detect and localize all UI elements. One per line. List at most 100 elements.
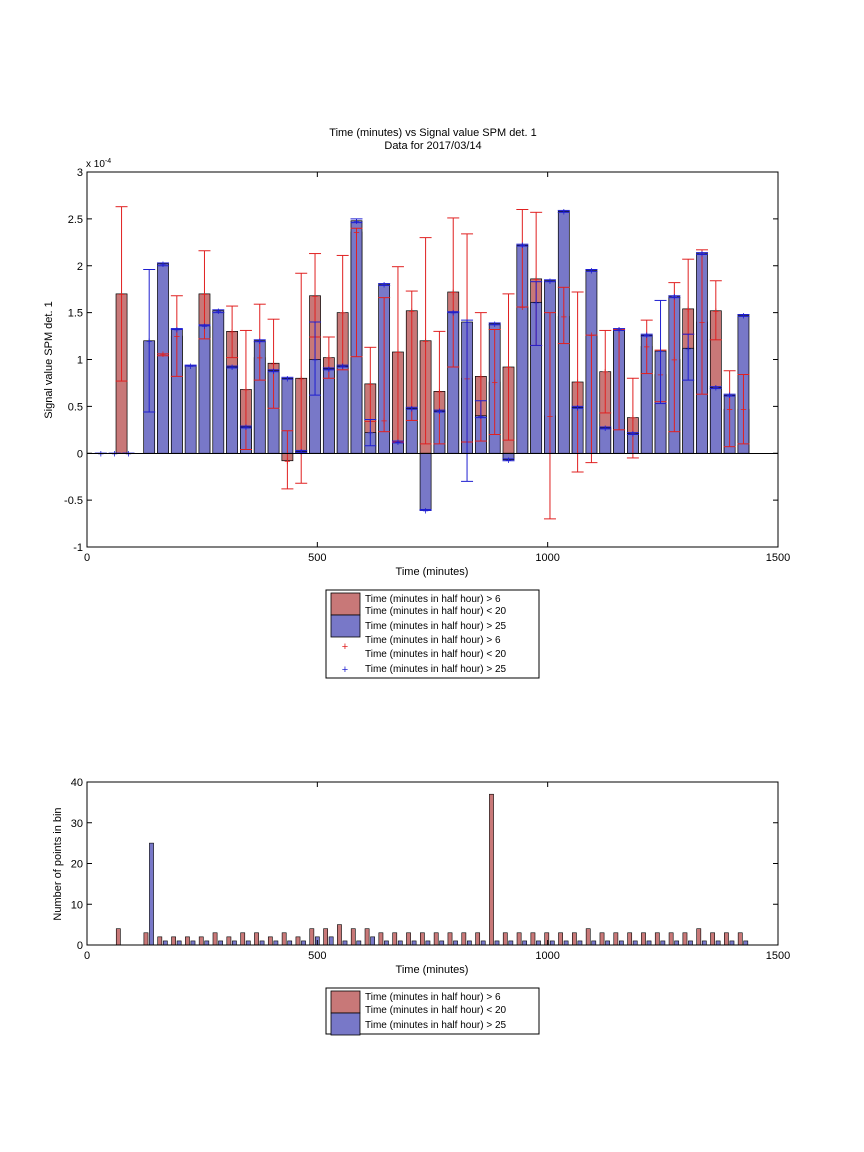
signal-bar-blue	[198, 325, 211, 454]
count-bar-red	[419, 932, 425, 946]
count-bar-red	[447, 932, 453, 946]
count-bar-blue	[715, 940, 721, 946]
error-bar-blue: +	[295, 446, 308, 458]
svg-text:+: +	[491, 377, 497, 389]
count-bar-red	[406, 932, 411, 946]
svg-text:+: +	[740, 310, 746, 322]
count-bar-blue	[245, 940, 251, 946]
chart1-exponent-power: -4	[105, 158, 111, 165]
count-bar-blue	[397, 940, 403, 946]
svg-text:+: +	[257, 336, 263, 348]
chart2-legend-swatch-blue	[330, 1012, 361, 1036]
chart1-legend-label: Time (minutes in half hour) < 20	[365, 606, 507, 617]
count-bar-red	[323, 928, 328, 946]
count-bar-blue	[729, 940, 735, 946]
svg-text:+: +	[616, 325, 622, 337]
signal-bar-blue	[709, 387, 722, 454]
svg-text:+: +	[547, 276, 553, 288]
count-bar-blue	[453, 940, 458, 946]
error-bar-red: +	[668, 282, 681, 433]
svg-text:+: +	[561, 206, 567, 218]
count-bar-blue	[149, 842, 154, 946]
chart1-title: Time (minutes) vs Signal value SPM det. …	[329, 127, 536, 139]
error-bar-red: +	[322, 336, 335, 379]
count-bar-red	[516, 932, 522, 946]
count-bar-blue	[356, 940, 362, 946]
count-bar-red	[654, 932, 660, 946]
chart2-y-axis-label: Number of points in bin	[52, 807, 64, 920]
count-bar-blue	[549, 940, 555, 946]
error-bar-blue: +	[695, 249, 708, 261]
svg-text:+: +	[519, 240, 525, 252]
error-bar-blue: +	[585, 265, 598, 277]
error-bar-red: +	[447, 217, 460, 368]
svg-text:+: +	[671, 292, 677, 304]
chart2-legend-swatch-red	[330, 990, 361, 1014]
error-bar-blue: +	[668, 292, 681, 304]
chart0-y-tick-label: 3	[77, 167, 83, 179]
count-bar-blue	[342, 940, 348, 946]
count-bar-red	[254, 932, 259, 946]
chart0-x-tick-label: 500	[308, 552, 326, 564]
count-bar-blue	[425, 940, 431, 946]
count-bar-red	[281, 932, 287, 946]
svg-text:+: +	[174, 325, 180, 337]
svg-text:+: +	[519, 302, 525, 314]
error-bar-red: +	[336, 254, 349, 371]
count-bar-red	[240, 932, 246, 946]
error-bar-red: +	[157, 349, 170, 361]
count-bar-red	[267, 936, 273, 946]
chart2-legend-label: Time (minutes in half hour) < 20	[365, 1005, 507, 1016]
error-bar-blue: +	[322, 364, 335, 376]
error-bar-red: +	[198, 250, 211, 340]
chart1-legend-swatch-blue	[330, 614, 361, 638]
count-bar-blue	[190, 940, 196, 946]
count-bar-red	[710, 932, 715, 946]
count-bar-red	[185, 936, 190, 946]
count-bar-blue	[287, 940, 293, 946]
error-bar-blue: +	[516, 240, 529, 252]
chart1-x-tick-label: 1000	[535, 950, 559, 962]
error-bar-blue: +	[419, 505, 432, 517]
count-bar-blue	[218, 940, 223, 946]
count-bar-blue	[204, 940, 210, 946]
svg-text:+: +	[339, 361, 345, 373]
chart1-legend-label: Time (minutes in half hour) > 6	[365, 594, 501, 605]
error-bar-red: +	[585, 330, 598, 464]
svg-text:+: +	[547, 411, 553, 423]
svg-text:+: +	[243, 422, 249, 434]
svg-text:+: +	[353, 227, 359, 239]
count-bar-red	[157, 936, 163, 946]
error-bar-red: +	[350, 227, 363, 358]
error-bar-blue: +	[391, 437, 404, 449]
error-bar-blue: +	[336, 361, 349, 373]
count-bar-blue	[701, 940, 707, 946]
svg-text:+: +	[422, 336, 428, 348]
chart1-subtitle: Data for 2017/03/14	[384, 140, 481, 152]
count-bar-red	[212, 932, 218, 946]
svg-text:+: +	[533, 297, 539, 309]
signal-chart: Time (minutes) vs Signal value SPM det. …	[43, 127, 790, 679]
chart2-legend-label: Time (minutes in half hour) > 6	[365, 992, 501, 1003]
chart1-legend-marker-red: +	[342, 641, 348, 653]
svg-text:+: +	[450, 308, 456, 320]
chart0-y-tick-label: 0.5	[68, 401, 83, 413]
svg-text:+: +	[436, 406, 442, 418]
error-bar-blue: +	[170, 325, 183, 337]
count-bar-red	[696, 928, 702, 946]
svg-text:+: +	[643, 330, 649, 342]
chart1-y-tick-label: 10	[71, 899, 83, 911]
count-bar-red	[668, 932, 674, 946]
count-bar-blue	[536, 940, 541, 946]
count-bar-red	[461, 932, 467, 946]
signal-bar-blue	[184, 365, 197, 454]
count-bar-blue	[688, 940, 693, 946]
error-bar-red: +	[281, 430, 294, 490]
svg-text:+: +	[243, 385, 249, 397]
svg-text:+: +	[312, 291, 318, 303]
chart2-legend-label: Time (minutes in half hour) > 25	[365, 1020, 507, 1031]
count-bar-blue	[632, 940, 638, 946]
chart0-y-tick-label: 1.5	[68, 308, 83, 320]
